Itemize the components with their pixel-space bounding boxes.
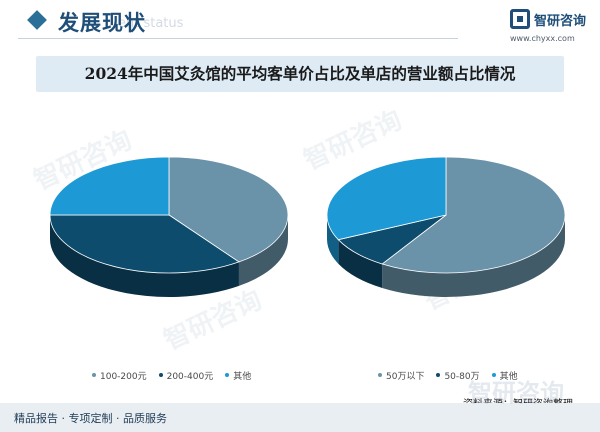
legend-right: 50万以下 50-80万 其他 xyxy=(378,367,530,383)
legend-swatch xyxy=(491,373,496,377)
header: ent status 发展现状 智研咨询 www.chyxx.com xyxy=(0,0,600,50)
legend-item: 其他 xyxy=(225,369,251,382)
legend-item: 100-200元 xyxy=(92,369,147,382)
pie-0-slice-200-400元 xyxy=(49,214,240,274)
chart-title: 2024年中国艾灸馆的平均客单价占比及单店的营业额占比情况 xyxy=(84,64,516,83)
footer-tagline: 精品报告 · 专项定制 · 品质服务 xyxy=(14,412,167,425)
pie-1-side-其他 xyxy=(327,215,339,264)
legend-swatch xyxy=(225,373,230,377)
header-divider xyxy=(18,38,458,39)
legend-item: 50万以下 xyxy=(378,369,424,382)
legend-label: 200-400元 xyxy=(166,371,214,382)
legend-label: 50万以下 xyxy=(386,371,425,382)
legend-swatch xyxy=(92,373,96,377)
legend-item: 50-80万 xyxy=(436,369,480,382)
pie-1-side-50-80万 xyxy=(338,239,383,288)
pie-0-slice-其他 xyxy=(49,156,170,216)
brand-logo-icon xyxy=(510,9,530,29)
legend-swatch xyxy=(436,373,441,377)
legend-label: 其他 xyxy=(499,371,518,382)
pie-1-side-50万以下 xyxy=(382,215,565,297)
footer: 智研咨询 精品报告 · 专项定制 · 品质服务 xyxy=(0,379,600,432)
legend-item: 其他 xyxy=(491,369,518,382)
section-title: 发展现状 xyxy=(58,11,146,35)
pie-0-side-200-400元 xyxy=(50,215,239,297)
legend-swatch xyxy=(378,373,382,377)
brand-url: www.chyxx.com xyxy=(510,34,575,43)
pie-0 xyxy=(49,156,289,297)
chart-title-band: 2024年中国艾灸馆的平均客单价占比及单店的营业额占比情况 xyxy=(36,56,564,92)
section-subtitle: ent status xyxy=(118,16,184,31)
legend-label: 100-200元 xyxy=(100,371,147,382)
footer-brand-watermark: 智研咨询 xyxy=(468,379,564,407)
pie-1-slice-50万以下 xyxy=(381,156,566,274)
pie-0-slice-100-200元 xyxy=(168,156,289,263)
legend-item: 200-400元 xyxy=(158,369,214,382)
legend-label: 50-80万 xyxy=(444,371,480,382)
legend-label: 其他 xyxy=(233,371,252,382)
legend-left: 100-200元 200-400元 其他 xyxy=(92,367,263,383)
pie-1 xyxy=(326,156,566,297)
brand-name: 智研咨询 xyxy=(534,14,587,29)
pie-1-slice-其他 xyxy=(326,156,447,241)
legend-swatch xyxy=(158,373,163,377)
